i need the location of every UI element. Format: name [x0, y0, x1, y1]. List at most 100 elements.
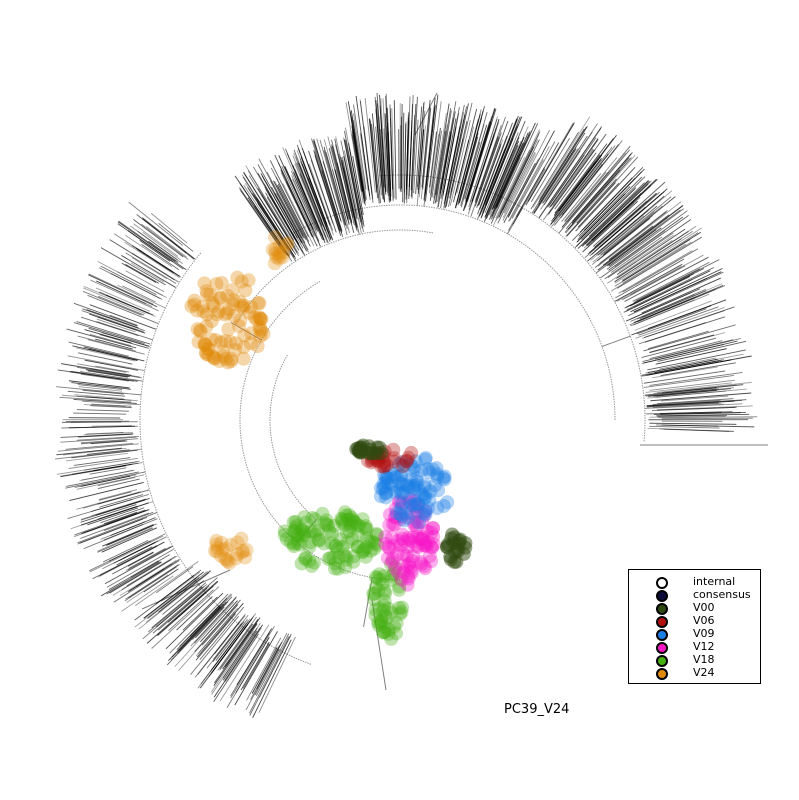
leaf-branch [245, 165, 296, 248]
leaf-branch [118, 542, 156, 562]
v06-sample-point [386, 442, 401, 457]
leaf-branch [587, 196, 641, 247]
v09-sample-point [375, 481, 390, 496]
v24-sample-point [220, 355, 235, 370]
leaf-branch [437, 134, 452, 208]
leaf-branch [482, 126, 518, 213]
leaf-branch [194, 599, 241, 652]
leaf-branch [576, 187, 637, 247]
leaf-branch [643, 340, 738, 364]
v18-sample-point [299, 515, 314, 530]
v06-sample-point [399, 453, 414, 468]
v12-sample-point [406, 529, 421, 544]
leaf-branch [507, 130, 555, 218]
v24-sample-point [232, 319, 247, 334]
leaf-branch [97, 489, 150, 505]
leaf-branch [592, 181, 666, 247]
leaf-branch [147, 571, 208, 620]
leaf-branch [212, 621, 245, 663]
leaf-branch [198, 607, 239, 654]
v06-marker [656, 616, 668, 628]
v12-sample-point [407, 515, 422, 530]
leaf-branch [214, 622, 258, 684]
leaf-branch [301, 147, 331, 225]
v09-sample-point [408, 454, 423, 469]
v24-sample-point [208, 333, 223, 348]
v18-sample-point [372, 572, 387, 587]
v18-sample-point [355, 545, 370, 560]
leaf-branch [219, 623, 253, 669]
leaf-branch [439, 101, 457, 190]
v24-sample-point [243, 336, 258, 351]
v09-sample-point [409, 478, 424, 493]
v18-sample-point [335, 512, 350, 527]
leaf-branch [125, 263, 160, 284]
leaf-branch [300, 161, 332, 241]
v24-sample-point [191, 334, 206, 349]
leaf-branch [77, 512, 157, 544]
leaf-branch [488, 140, 522, 216]
v24-sample-point [226, 293, 241, 308]
v09-sample-point [383, 464, 398, 479]
leaf-branch [497, 139, 540, 224]
v24-sample-point [203, 287, 218, 302]
v24-sample-point [244, 300, 259, 315]
v06-sample-point [395, 459, 410, 474]
leaf-branch [99, 494, 144, 508]
leaf-branch [168, 589, 214, 632]
leaf-branch [126, 574, 169, 603]
v09-sample-point [429, 461, 444, 476]
leaf-branch [578, 168, 645, 237]
leaf-branch [76, 491, 141, 510]
v24-sample-point [234, 531, 249, 546]
v24-sample-point [252, 310, 267, 325]
leaf-branch [558, 149, 630, 234]
leaf-branch [142, 583, 208, 640]
leaf-branch [439, 135, 451, 195]
v12-sample-point [424, 554, 439, 569]
v12-sample-point [424, 525, 439, 540]
leaf-branch [352, 120, 367, 200]
leaf-branch [649, 332, 726, 354]
v18-sample-point [339, 525, 354, 540]
v24-sample-point [227, 309, 242, 324]
leaf-branch [587, 195, 665, 262]
leaf-branch [643, 370, 726, 384]
consensus-marker [656, 590, 668, 602]
leaf-branch [469, 116, 498, 203]
leaf-branch [166, 596, 233, 666]
v09-sample-point [407, 459, 422, 474]
leaf-branch [290, 170, 318, 232]
leaf-branch [90, 440, 128, 445]
leaf-branch [80, 373, 129, 382]
leaf-branch [251, 647, 278, 694]
v24-sample-point [254, 312, 269, 327]
leaf-branch [561, 173, 602, 222]
leaf-branch [210, 630, 255, 693]
leaf-branch [256, 197, 295, 257]
v24-sample-point [215, 344, 230, 359]
v09-sample-point [422, 493, 437, 508]
leaf-branch [275, 176, 308, 239]
v18-sample-point [384, 573, 399, 588]
leaf-branch [507, 167, 545, 231]
leaf-branch [498, 146, 535, 218]
v12-sample-point [406, 549, 421, 564]
leaf-branch [83, 404, 126, 408]
leaf-branch [645, 388, 719, 397]
leaf-branch [503, 151, 536, 214]
leaf-branch [484, 140, 520, 222]
leaf-branch [77, 384, 123, 390]
leaf-branch [135, 560, 199, 606]
leaf-branch [75, 347, 136, 362]
leaf-branch [597, 218, 651, 262]
v12-sample-point [402, 495, 417, 510]
leaf-branch [648, 388, 732, 397]
v18-sample-point [359, 521, 374, 536]
leaf-branch [160, 571, 200, 602]
leaf-branch [167, 587, 208, 623]
v09-sample-point [387, 485, 402, 500]
leaf-branch [141, 223, 189, 260]
v18-sample-point [392, 582, 407, 597]
leaf-branch [81, 310, 144, 333]
